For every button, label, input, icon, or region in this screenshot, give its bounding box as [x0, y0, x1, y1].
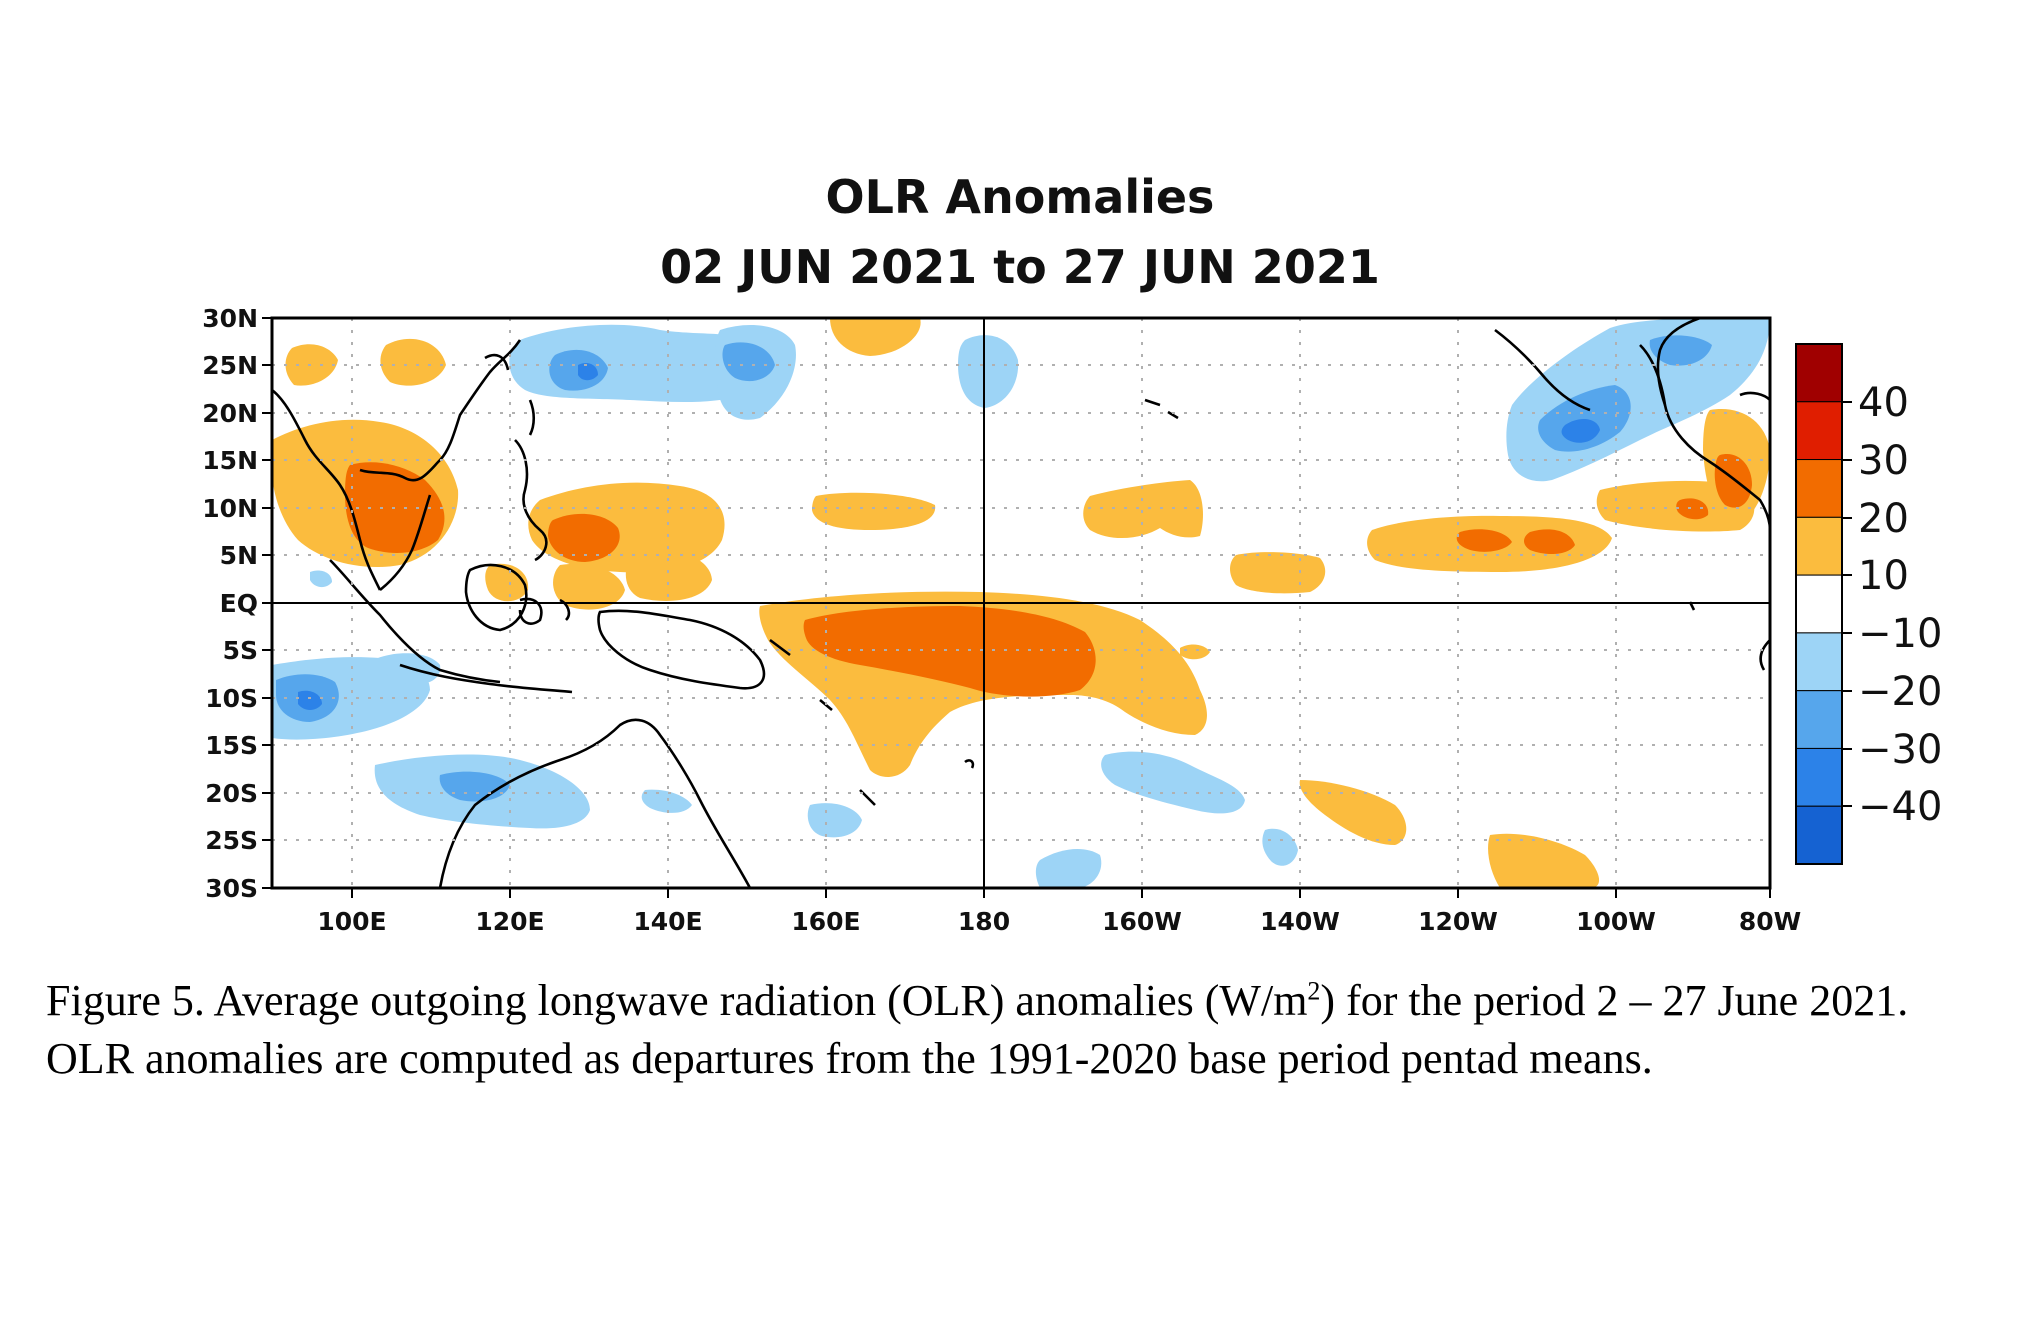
legend-color-box [1795, 459, 1843, 518]
lon-tick-label: 80W [1739, 907, 1801, 936]
caption-superscript: 2 [1307, 976, 1321, 1006]
lon-tick-label: 140E [633, 907, 702, 936]
legend-label: −10 [1858, 611, 1942, 657]
legend-label: −40 [1858, 784, 1942, 830]
lat-tick-label: 30N [202, 304, 258, 333]
lat-tick-label: 25S [205, 826, 258, 855]
lon-tick-label: 120W [1418, 907, 1498, 936]
lon-tick-label: 100W [1576, 907, 1656, 936]
lat-tick-label: 20S [205, 779, 258, 808]
grid-lines [272, 318, 1770, 888]
longitude-axis: 100E 120E 140E 160E 180 160W 140W 120W 1… [317, 888, 1801, 936]
figure-caption: Figure 5. Average outgoing longwave radi… [46, 972, 2006, 1088]
legend-label: 10 [1858, 553, 1909, 599]
lat-tick-label: 5N [220, 541, 258, 570]
lon-tick-label: 100E [317, 907, 386, 936]
legend-label: 30 [1858, 438, 1909, 484]
lat-tick-label: 15S [205, 731, 258, 760]
legend-label: −20 [1858, 669, 1942, 715]
map-title-line2: 02 JUN 2021 to 27 JUN 2021 [660, 240, 1380, 294]
legend-label: −30 [1858, 727, 1942, 773]
legend-color-box [1795, 574, 1843, 634]
map-title-line1: OLR Anomalies [826, 170, 1215, 224]
lat-tick-label: 10S [205, 684, 258, 713]
lat-tick-label: EQ [220, 589, 258, 618]
legend-color-box [1795, 632, 1843, 692]
caption-text-part1: Figure 5. Average outgoing longwave radi… [46, 976, 1308, 1025]
strong-negative-anomaly-regions [298, 363, 1600, 710]
lon-tick-label: 120E [475, 907, 544, 936]
legend-color-box [1795, 401, 1843, 461]
color-legend: 40 30 20 10 −10 −20 −30 −40 [1795, 343, 1942, 865]
coastlines [272, 318, 1770, 888]
legend-label: 40 [1858, 380, 1909, 426]
lat-tick-label: 15N [202, 446, 258, 475]
legend-color-box [1795, 343, 1843, 403]
lat-tick-label: 10N [202, 494, 258, 523]
lon-tick-label: 140W [1260, 907, 1340, 936]
legend-color-box [1795, 747, 1843, 807]
caption-text-part2: ) for the period 2 – 27 June 2021. OLR a… [46, 976, 1909, 1083]
lat-tick-label: 30S [205, 874, 258, 903]
legend-color-box [1795, 690, 1843, 749]
lon-tick-label: 180 [958, 907, 1010, 936]
legend-frame [1795, 343, 1843, 865]
lon-tick-label: 160W [1102, 907, 1182, 936]
latitude-axis: 30N 25N 20N 15N 10N 5N EQ 5S 10S 15S 20S… [202, 304, 272, 903]
legend-label: 20 [1858, 496, 1909, 542]
lat-tick-label: 25N [202, 351, 258, 380]
lon-tick-label: 160E [791, 907, 860, 936]
legend-color-box [1795, 805, 1843, 865]
lat-tick-label: 20N [202, 399, 258, 428]
legend-color-box [1795, 516, 1843, 576]
lat-tick-label: 5S [223, 636, 258, 665]
strong-positive-anomaly-regions [345, 454, 1752, 697]
